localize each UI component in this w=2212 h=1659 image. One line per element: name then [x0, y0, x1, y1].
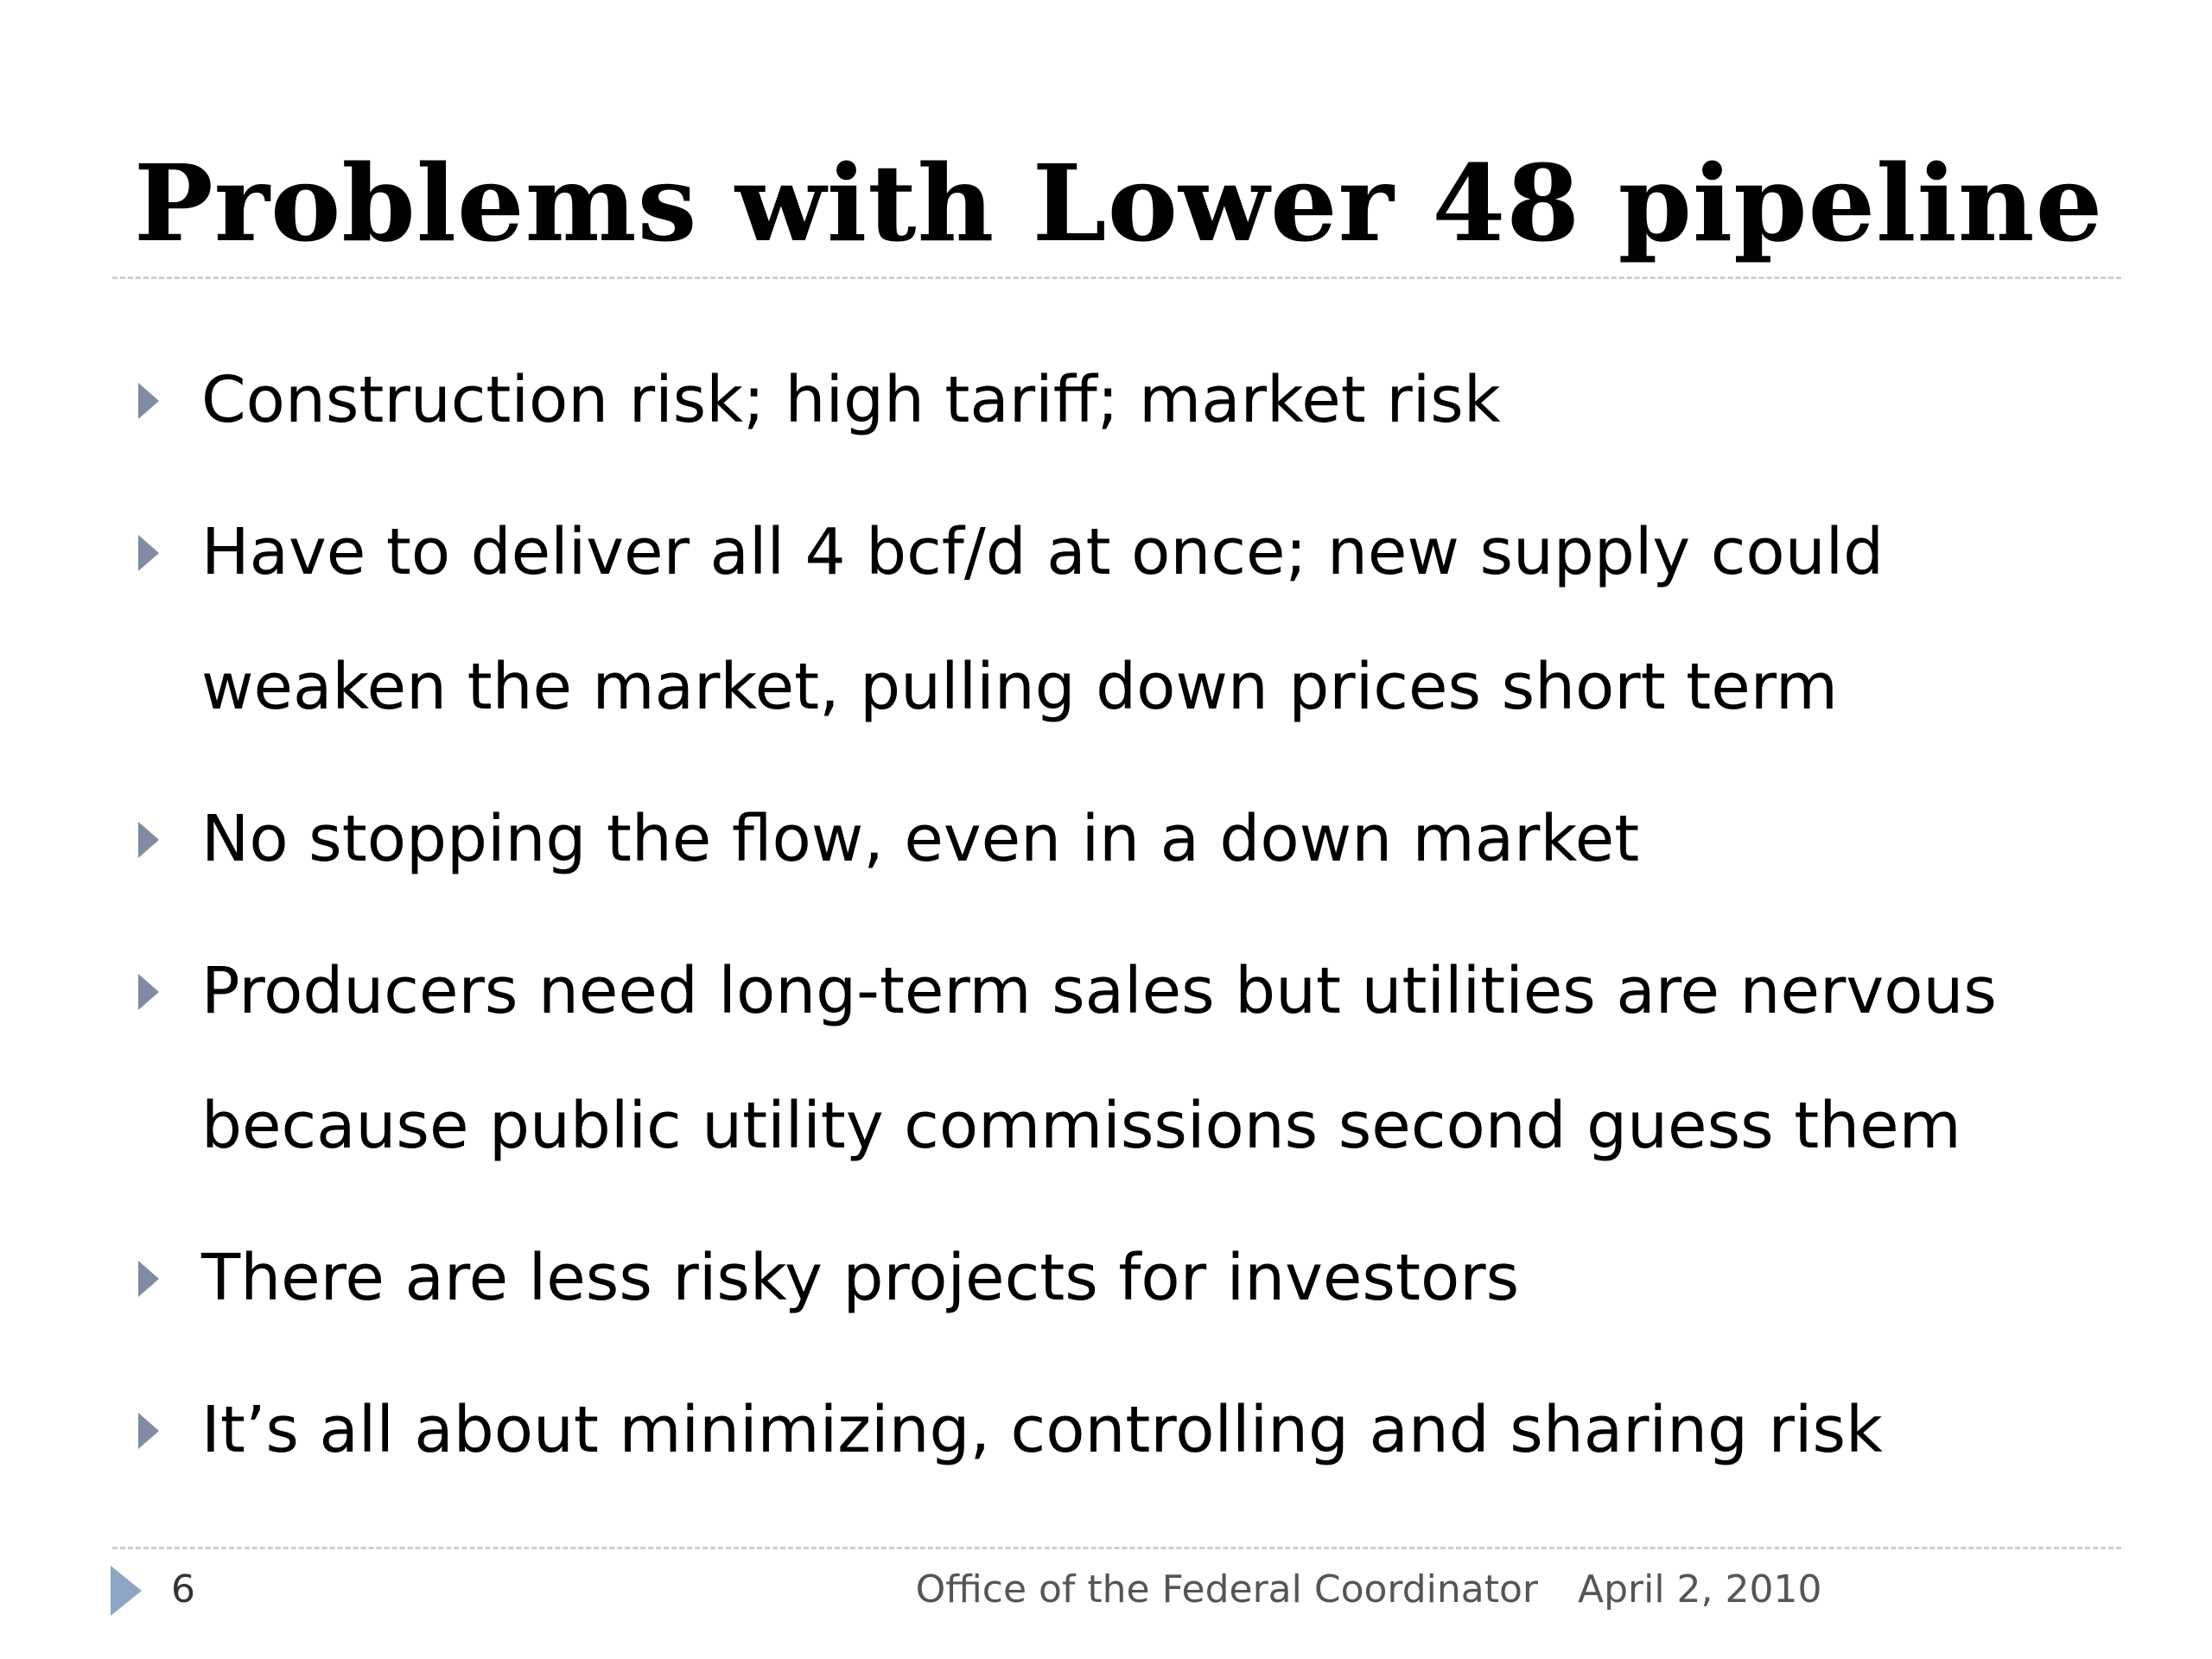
bullet-item: Producers need long-term sales but utili… — [138, 924, 2128, 1193]
bullet-triangle-icon — [138, 535, 159, 571]
bullet-text: It’s all about minimizing, controlling a… — [201, 1393, 1883, 1467]
bullet-item: There are less risky projects for invest… — [138, 1211, 2126, 1345]
footer-organization: Office of the Federal Coordinator — [915, 1567, 1538, 1611]
slide-title: Problems with Lower 48 pipeline — [134, 141, 2104, 265]
footer-triangle-icon — [111, 1566, 142, 1616]
bullet-item: No stopping the flow, even in a down mar… — [138, 772, 2126, 906]
bullet-text: Have to deliver all 4 bcf/d at once; new… — [201, 515, 1885, 724]
bullet-triangle-icon — [138, 974, 159, 1010]
bullet-triangle-icon — [138, 822, 159, 858]
bullet-triangle-icon — [138, 1261, 159, 1297]
bullet-text: Construction risk; high tariff; market r… — [201, 363, 1501, 437]
bullet-triangle-icon — [138, 1413, 159, 1449]
footer-divider — [112, 1547, 2121, 1549]
bullet-list: Construction risk; high tariff; market r… — [138, 333, 2126, 1515]
bullet-item: Construction risk; high tariff; market r… — [138, 333, 2126, 467]
slide-number: 6 — [171, 1567, 195, 1611]
bullet-item: Have to deliver all 4 bcf/d at once; new… — [138, 485, 2033, 754]
title-divider — [112, 276, 2121, 279]
bullet-item: It’s all about minimizing, controlling a… — [138, 1363, 2126, 1497]
bullet-text: No stopping the flow, even in a down mar… — [201, 802, 1640, 876]
bullet-triangle-icon — [138, 383, 159, 419]
footer-date: April 2, 2010 — [1578, 1567, 1822, 1611]
bullet-text: Producers need long-term sales but utili… — [201, 954, 1997, 1163]
bullet-text: There are less risky projects for invest… — [201, 1241, 1520, 1315]
